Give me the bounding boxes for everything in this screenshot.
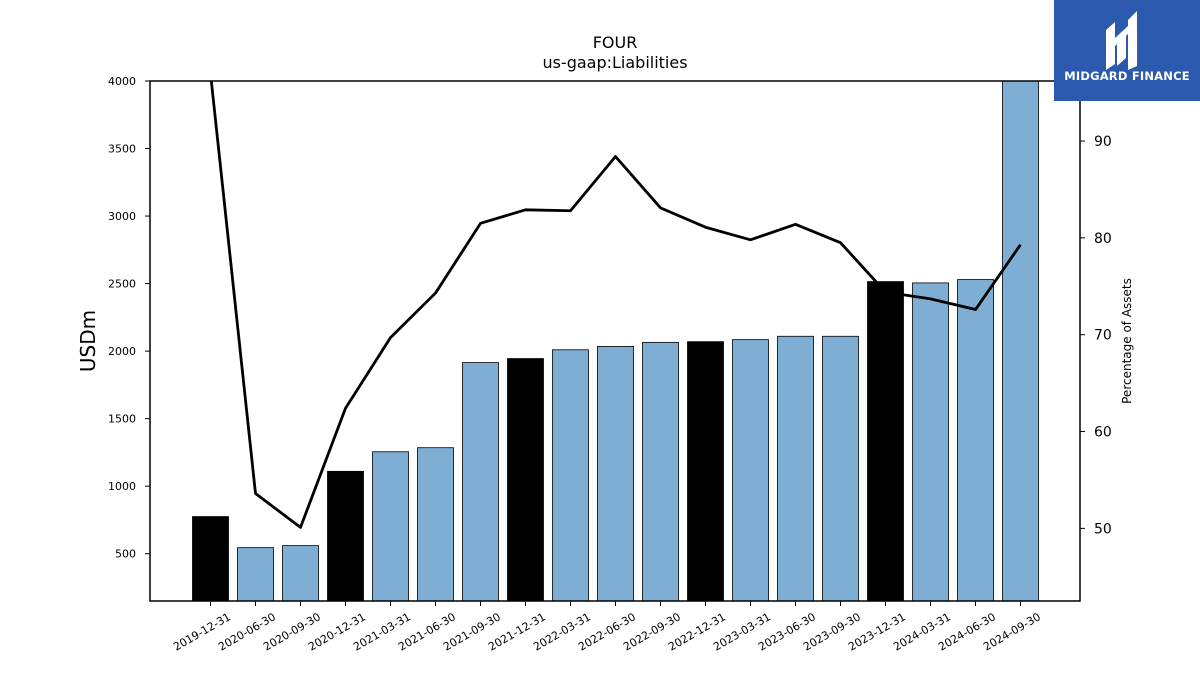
bar-2024-09-30 <box>1002 80 1039 602</box>
y-axis-label: USDm <box>76 310 100 372</box>
x-axis-ticks: 2019-12-312020-06-302020-09-302020-12-31… <box>171 601 1043 654</box>
bar-2021-03-31 <box>372 451 409 602</box>
bar-2024-03-31 <box>912 282 949 602</box>
chart-title: FOUR <box>593 33 638 52</box>
bar-2022-12-31 <box>687 341 724 602</box>
bar-2021-09-30 <box>462 362 499 602</box>
y-tick-label: 4000 <box>108 75 136 88</box>
midgard-logo-icon <box>1106 11 1137 70</box>
brand-logo: MIDGARD FINANCE <box>1054 0 1200 101</box>
y-tick-label: 2000 <box>108 345 136 358</box>
y-tick-label: 3500 <box>108 143 136 156</box>
bar-2020-12-31 <box>327 470 364 602</box>
y2-axis-label: Percentage of Assets <box>1120 278 1134 404</box>
bar-2022-09-30 <box>642 341 679 602</box>
bar-2023-06-30 <box>777 335 814 602</box>
y2-tick-label: 90 <box>1094 134 1112 150</box>
bar-2023-03-31 <box>732 339 769 602</box>
bar-2020-06-30 <box>237 547 274 602</box>
bar-2024-06-30 <box>957 279 994 602</box>
bar-series <box>192 80 1039 602</box>
bar-2021-06-30 <box>417 447 454 602</box>
bar-2023-12-31 <box>867 281 904 602</box>
percentage-line-series <box>209 81 1022 529</box>
y-tick-label: 1500 <box>108 413 136 426</box>
right-axis-ticks: 50 60 70 80 90 <box>1080 134 1112 537</box>
y2-tick-label: 50 <box>1094 521 1112 537</box>
y-tick-label: 500 <box>115 548 136 561</box>
y2-tick-label: 80 <box>1094 231 1112 247</box>
y-tick-label: 2500 <box>108 278 136 291</box>
y2-tick-label: 70 <box>1094 328 1112 344</box>
y2-tick-label: 60 <box>1094 425 1112 441</box>
bar-2023-09-30 <box>822 335 859 602</box>
percentage-line <box>209 81 1022 529</box>
left-axis-ticks: 500 1000 1500 2000 2500 3000 3500 4000 <box>108 75 150 561</box>
y-tick-label: 1000 <box>108 480 136 493</box>
bar-2021-12-31 <box>507 358 544 602</box>
y-tick-label: 3000 <box>108 210 136 223</box>
chart-subtitle: us-gaap:Liabilities <box>542 53 687 72</box>
bar-2022-03-31 <box>552 349 589 602</box>
bar-2020-09-30 <box>282 545 319 602</box>
brand-name: MIDGARD FINANCE <box>1064 69 1190 83</box>
bar-2022-06-30 <box>597 346 634 602</box>
bar-2019-12-31 <box>192 516 229 602</box>
